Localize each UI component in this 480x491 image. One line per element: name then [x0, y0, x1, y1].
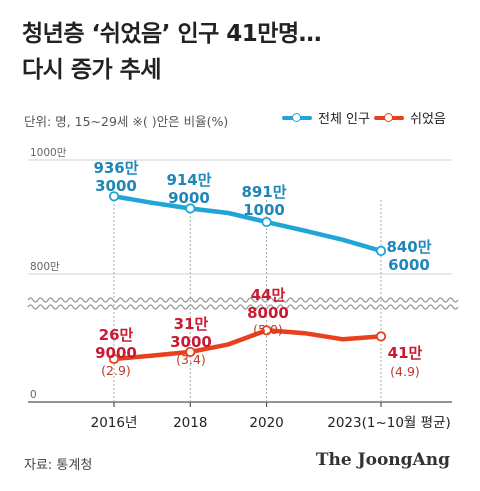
data-label-total-2-line1: 891만 — [241, 183, 286, 201]
title-line-2: 다시 증가 추세 — [22, 57, 161, 83]
data-label-rest-1-line2: 3000 — [170, 333, 212, 351]
data-point-rest-2 — [261, 325, 272, 336]
data-label-rest-1-line1: 31만 — [174, 315, 209, 333]
series-line-rest — [111, 328, 384, 362]
data-label-rest-1-rate: (3.4) — [176, 352, 206, 367]
data-label-total-0-line1: 936만 — [93, 159, 138, 177]
data-label-total-1-line2: 9000 — [168, 189, 210, 207]
brand-logo-text: The JoongAng — [315, 450, 450, 470]
legend-swatch-total — [282, 112, 312, 122]
data-label-rest-2-line2: 8000 — [247, 304, 289, 322]
y-tick-1000: 1000만 — [30, 147, 67, 159]
data-point-total-3 — [375, 245, 387, 256]
data-label-total-1-line1: 914만 — [166, 171, 211, 189]
data-label-rest-3-line1: 41만 — [388, 344, 423, 362]
data-label-total-3-line1: 840만 — [386, 238, 431, 256]
data-label-rest-0-rate: (2.9) — [101, 363, 131, 378]
legend-item-rest: 쉬었음 — [374, 108, 446, 127]
data-label-total-3-line2: 6000 — [388, 256, 430, 274]
legend-label-rest: 쉬었음 — [410, 112, 446, 127]
data-point-rest-1 — [185, 346, 196, 358]
series-line-total — [111, 194, 384, 254]
x-tick-label-3: 2023(1~10월 평균) — [327, 415, 451, 431]
legend-swatch-rest — [374, 112, 404, 122]
data-point-total-1 — [185, 203, 196, 214]
legend-item-total: 전체 인구 — [282, 108, 370, 127]
legend-label-total: 전체 인구 — [318, 112, 370, 127]
axis-break-line-2 — [27, 304, 459, 310]
title-line-1: 청년층 ‘쉬었음’ 인구 41만명… — [22, 21, 322, 47]
chart-title: 청년층 ‘쉬었음’ 인구 41만명… 다시 증가 추세 — [22, 16, 322, 88]
data-label-rest-2-rate: (5.0) — [253, 322, 283, 337]
data-label-rest-2-line1: 44만 — [251, 286, 286, 304]
data-point-total-0 — [108, 191, 120, 202]
data-point-rest-0 — [108, 353, 120, 365]
data-label-rest-3-rate: (4.9) — [390, 364, 420, 379]
y-tick-0: 0 — [30, 389, 37, 401]
data-label-rest-0-line1: 26만 — [99, 326, 134, 344]
x-tick-label-1: 2018 — [173, 415, 207, 431]
y-tick-800: 800만 — [30, 261, 60, 273]
data-label-total-0-line2: 3000 — [95, 177, 137, 195]
x-tick-label-0: 2016년 — [91, 415, 138, 431]
data-point-rest-3 — [375, 331, 387, 342]
data-label-rest-0-line2: 9000 — [95, 344, 137, 362]
data-label-total-2-line2: 1000 — [243, 201, 285, 219]
axis-break-line-1 — [27, 297, 459, 303]
x-tick-label-2: 2020 — [249, 415, 283, 431]
data-point-total-2 — [261, 216, 272, 228]
source-note: 자료: 통계청 — [24, 458, 93, 473]
unit-note: 단위: 명, 15~29세 ※( )안은 비율(%) — [24, 114, 229, 129]
